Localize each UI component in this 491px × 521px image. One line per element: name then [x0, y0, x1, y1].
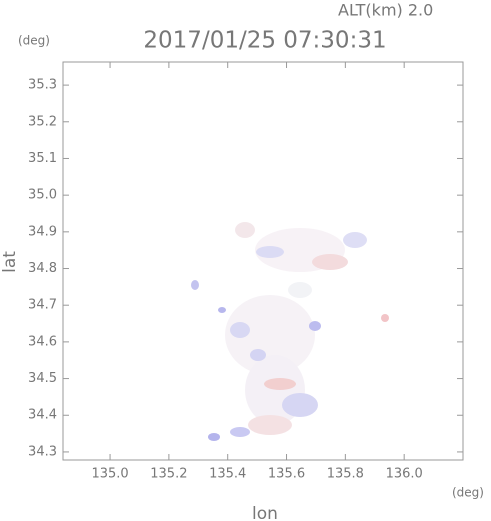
y-tick-label: 35.2 [28, 114, 57, 129]
y-tick-label: 34.7 [28, 298, 57, 313]
y-tick-label: 34.9 [28, 224, 57, 239]
y-tick-label: 35.0 [28, 188, 57, 203]
x-tick-label: 135.4 [209, 467, 246, 482]
y-tick-label: 34.8 [28, 261, 57, 276]
x-axis-label: lon [252, 504, 278, 521]
y-axis-label: lat [0, 251, 20, 273]
x-tick-label: 135.8 [327, 467, 364, 482]
x-tick-label: 135.2 [150, 467, 187, 482]
y-unit: (deg) [18, 34, 50, 48]
echo-field [191, 222, 389, 441]
x-tick-label: 135.6 [268, 467, 305, 482]
y-tick-label: 34.4 [28, 408, 57, 423]
y-tick-label: 34.6 [28, 334, 57, 349]
y-tick-label: 34.3 [28, 444, 57, 459]
y-tick-label: 34.5 [28, 371, 57, 386]
annotation: ALT(km) 2.0 [338, 1, 433, 20]
y-tick-label: 35.1 [28, 151, 57, 166]
y-tick-label: 35.3 [28, 78, 57, 93]
x-tick-label: 136.0 [386, 467, 423, 482]
plot-frame [62, 61, 464, 461]
chart-title: 2017/01/25 07:30:31 [143, 28, 386, 54]
x-tick-label: 135.0 [91, 467, 128, 482]
x-unit: (deg) [452, 486, 484, 500]
